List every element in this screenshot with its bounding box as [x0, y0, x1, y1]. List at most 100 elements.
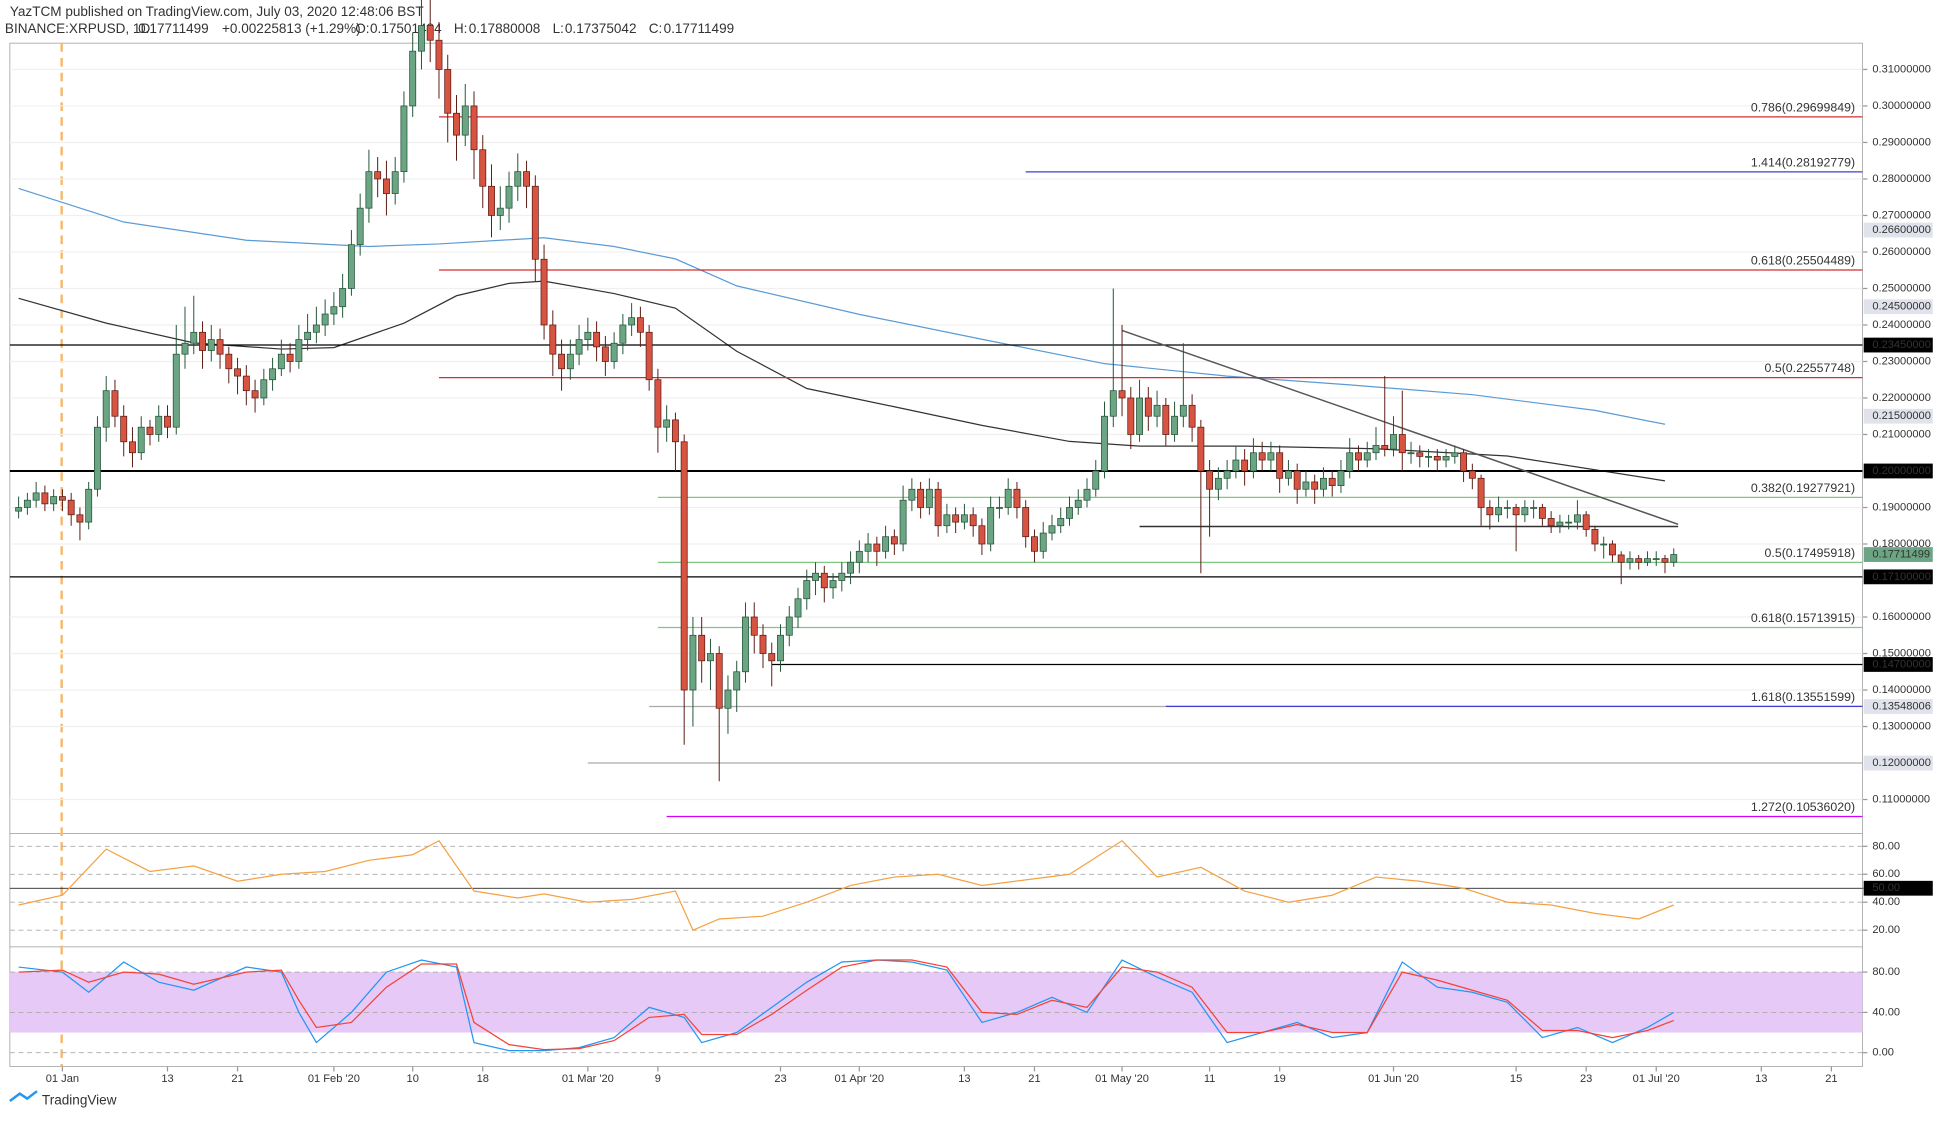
y-tick-label: 0.18000000 [1872, 538, 1931, 550]
candle-body [742, 616, 749, 673]
candle-body [1136, 397, 1143, 435]
y-tick-label: 0.30000000 [1872, 100, 1931, 112]
y-tick-label: 0.27000000 [1872, 209, 1931, 221]
candle-body [549, 324, 557, 355]
candle-body [435, 39, 443, 70]
candle-body [1293, 470, 1301, 490]
trend-line [1121, 329, 1679, 525]
plot-frame [9, 42, 1863, 1067]
x-tick-label: 01 Jan [46, 1073, 79, 1085]
candle-body [1162, 404, 1170, 435]
candle-body [943, 514, 951, 527]
candle-body [295, 339, 303, 362]
candle-body [873, 543, 881, 552]
candle-body [838, 572, 846, 581]
x-tick-label: 21 [1825, 1073, 1837, 1085]
candle-body [610, 342, 618, 362]
candle-body [347, 244, 355, 289]
logo [9, 1090, 38, 1103]
stoch-band [9, 972, 1863, 1033]
candle-body [987, 507, 995, 545]
candle-body [671, 419, 679, 443]
candle-body [269, 368, 277, 381]
candle-body [1337, 470, 1345, 486]
y-tick-label: 0.13000000 [1872, 720, 1931, 732]
fib-label: 0.618(0.25504489) [1751, 254, 1855, 268]
price-tag: 0.24500000 [1872, 301, 1931, 313]
y-tick-label: 0.22000000 [1872, 392, 1931, 404]
candle-body [1214, 477, 1222, 490]
candle-body [304, 331, 312, 340]
candle-body [1442, 456, 1450, 461]
x-tick-label: 11 [1204, 1073, 1216, 1085]
candle-body [1109, 390, 1117, 417]
candle-body [190, 331, 198, 344]
candle-body [505, 185, 513, 209]
candle-body [803, 580, 811, 600]
x-tick-label: 01 May '20 [1095, 1073, 1149, 1085]
candle-body [1013, 488, 1021, 508]
candle-body [1004, 488, 1012, 508]
y-tick-label: 0.26000000 [1872, 246, 1931, 258]
candle-body [1398, 434, 1406, 454]
price-tag: 0.17711499 [1872, 548, 1930, 560]
candle-body [960, 514, 968, 523]
candle-body [1381, 445, 1389, 450]
candle-body [1503, 507, 1511, 509]
candle-body [426, 25, 434, 41]
candle-body [1320, 477, 1327, 490]
candle-body [1425, 456, 1432, 458]
candle-body [409, 50, 417, 107]
stoch-line [18, 959, 1675, 1052]
candle-body [566, 353, 574, 370]
price-tag-bg [1863, 463, 1933, 479]
candle-body [1573, 514, 1581, 523]
candle-body [1416, 452, 1424, 457]
candle-body [654, 379, 662, 428]
candle-body [58, 496, 66, 501]
x-tick-label: 10 [407, 1073, 419, 1085]
candle-body [1591, 529, 1599, 545]
candle-body [356, 207, 364, 246]
fib-label: 1.272(0.10536020) [1751, 800, 1855, 814]
price-tag: 0.14700000 [1872, 658, 1931, 670]
fib-label: 0.618(0.15713915) [1751, 611, 1855, 625]
stoch-line [18, 959, 1674, 1051]
candle-body [1433, 456, 1441, 461]
candle-body [488, 185, 495, 216]
candle-body [1644, 558, 1651, 563]
candle-body [750, 616, 758, 636]
y-tick-label: 0.15000000 [1872, 647, 1931, 659]
candle-body [1652, 558, 1660, 560]
candle-body [50, 496, 58, 505]
high: 0.17880008 [469, 21, 541, 36]
candle-body [146, 426, 154, 435]
candle-body [418, 25, 425, 52]
candle-body [76, 514, 84, 523]
candle-body [461, 105, 469, 136]
candle-body [733, 671, 741, 691]
candle-body [899, 499, 907, 545]
y-tick-label: 0.24000000 [1872, 319, 1931, 331]
x-tick-label: 21 [231, 1073, 243, 1085]
x-tick-label: 15 [1510, 1073, 1522, 1085]
candle-body [1171, 415, 1179, 435]
candle-body [1486, 507, 1494, 516]
candle-body [1092, 470, 1100, 490]
candle-body [1031, 536, 1038, 552]
candle-body [680, 441, 688, 691]
candle-body [1609, 543, 1616, 556]
candle-body [1582, 514, 1590, 530]
candle-body [794, 598, 802, 618]
x-tick-label: 01 Jul '20 [1633, 1073, 1680, 1085]
y-tick-label: 0.28000000 [1872, 173, 1931, 185]
price-tag-bg [1863, 222, 1933, 238]
candle-body [663, 419, 671, 428]
publisher: YazTCM published on TradingView.com, Jul… [10, 4, 424, 19]
price-tag: 0.17100000 [1872, 571, 1931, 583]
candle-body [1048, 525, 1056, 534]
candle-body [707, 653, 714, 662]
candle-body [1363, 452, 1371, 461]
candle-body [1074, 499, 1082, 508]
